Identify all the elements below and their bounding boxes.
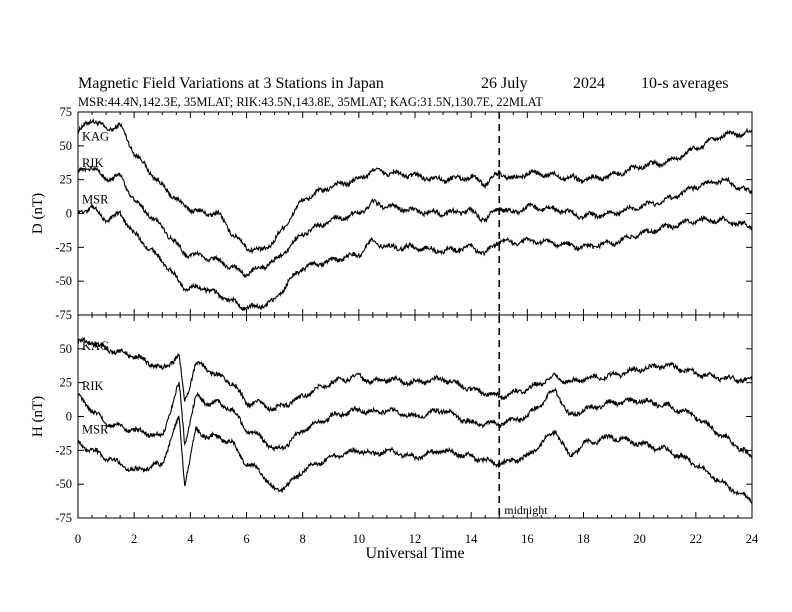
y-tick-label: 0 bbox=[66, 207, 72, 221]
series-label-kag: KAG bbox=[82, 129, 109, 143]
y-tick-label: -75 bbox=[55, 511, 72, 525]
x-tick-label: 24 bbox=[746, 532, 759, 546]
panel-0: 75 50 25 0 -25 -50 -75 D (nT) KAG RIK MSR bbox=[30, 105, 753, 322]
x-axis-title: Universal Time bbox=[365, 545, 464, 562]
x-tick-label: 4 bbox=[187, 532, 194, 546]
y-tick-label: -75 bbox=[55, 308, 72, 322]
x-tick-label: 14 bbox=[465, 532, 478, 546]
series-label-msr: MSR bbox=[82, 193, 109, 207]
x-tick-label: 16 bbox=[521, 532, 534, 546]
y-tick-label: 25 bbox=[60, 376, 73, 390]
y-tick-label: -50 bbox=[55, 477, 72, 491]
panel-frame bbox=[77, 111, 753, 316]
x-tick-label: 10 bbox=[353, 532, 366, 546]
series-line-rik bbox=[78, 381, 752, 459]
y-axis-title: H (nT) bbox=[30, 396, 46, 437]
chart-averaging: 10-s averages bbox=[641, 75, 729, 92]
x-tick-label: 12 bbox=[409, 532, 422, 546]
chart-title: Magnetic Field Variations at 3 Stations … bbox=[78, 75, 384, 92]
y-tick-label: -50 bbox=[55, 274, 72, 288]
y-tick-label: 0 bbox=[66, 410, 72, 424]
x-tick-label: 22 bbox=[690, 532, 703, 546]
y-axis-title: D (nT) bbox=[30, 193, 46, 234]
x-tick-label: 6 bbox=[243, 532, 249, 546]
x-tick-label: 0 bbox=[75, 532, 81, 546]
y-tick-label: 50 bbox=[60, 342, 73, 356]
x-tick-label: 18 bbox=[577, 532, 590, 546]
chart-subtitle: MSR:44.4N,142.3E, 35MLAT; RIK:43.5N,143.… bbox=[78, 95, 543, 109]
panel-1: 50 25 0 -25 -50 -75 H (nT) KAG RIK MSR bbox=[30, 314, 753, 525]
series-label-kag: KAG bbox=[82, 339, 109, 353]
series-line-kag bbox=[78, 336, 752, 413]
series-line-msr bbox=[78, 415, 752, 505]
y-tick-label: 75 bbox=[60, 105, 73, 119]
series-line-kag bbox=[78, 117, 752, 255]
series-label-rik: RIK bbox=[82, 156, 104, 170]
x-tick-label: 8 bbox=[300, 532, 306, 546]
y-tick-label: 50 bbox=[60, 139, 73, 153]
series-line-msr bbox=[78, 203, 752, 311]
y-tick-label: 25 bbox=[60, 173, 73, 187]
midnight-label: midnight bbox=[504, 503, 548, 517]
chart-date: 26 July bbox=[481, 75, 528, 92]
series-line-rik bbox=[78, 165, 752, 278]
x-tick-label: 20 bbox=[633, 532, 646, 546]
x-tick-label: 2 bbox=[131, 532, 137, 546]
series-label-msr: MSR bbox=[82, 423, 109, 437]
y-tick-label: -25 bbox=[55, 240, 72, 254]
series-label-rik: RIK bbox=[82, 379, 104, 393]
chart-year: 2024 bbox=[573, 75, 605, 92]
y-tick-label: -25 bbox=[55, 443, 72, 457]
